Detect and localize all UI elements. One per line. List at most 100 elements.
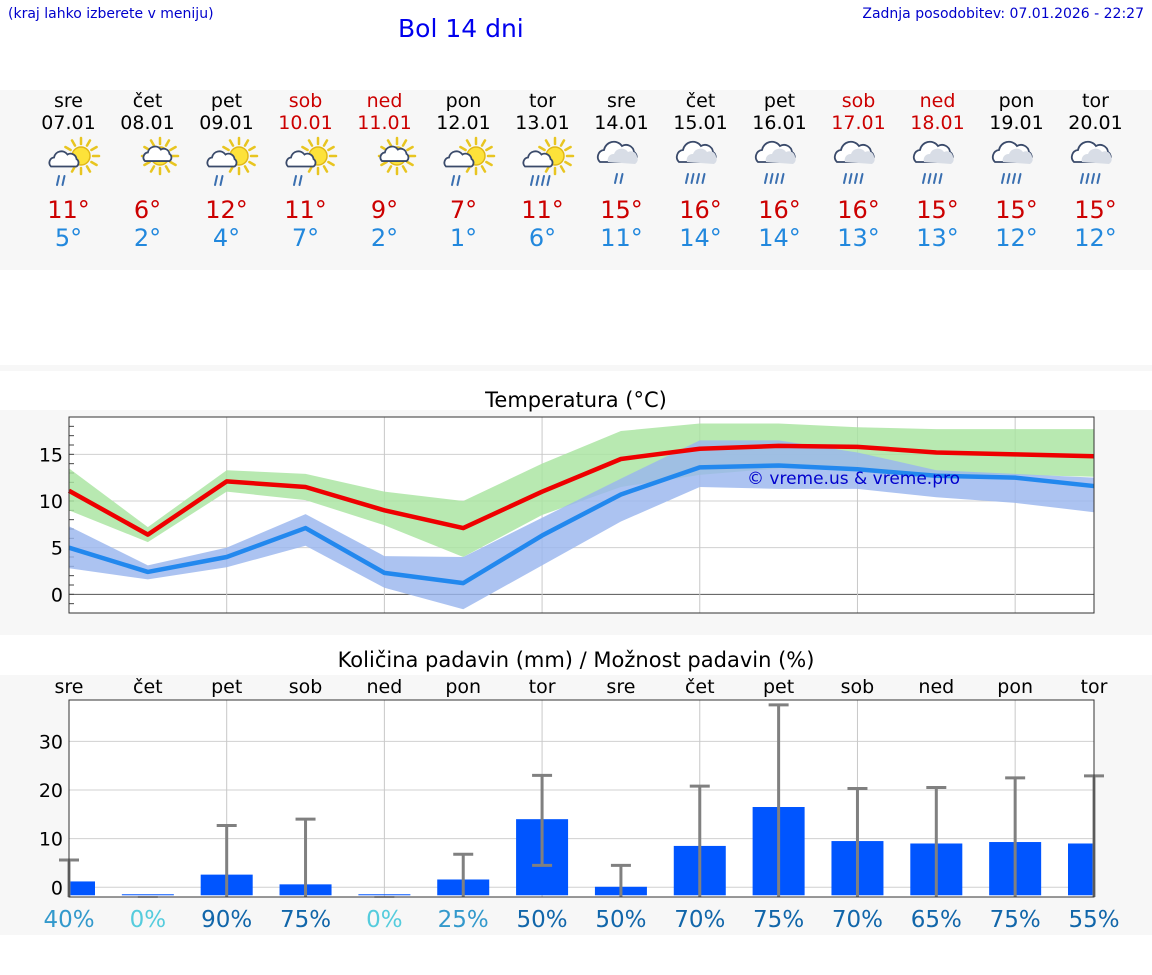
day-column: tor 20.01 15° 12°	[1056, 90, 1136, 252]
temp-max: 11°	[521, 196, 564, 224]
day-name: sob	[288, 90, 323, 112]
y-tick-label: 10	[39, 491, 63, 513]
day-date: 20.01	[1068, 112, 1123, 134]
x-tick-label: ned	[918, 676, 954, 698]
day-name: tor	[1082, 90, 1109, 112]
temperature-chart-title: Temperatura (°C)	[485, 388, 667, 412]
sun-cloud-rain-icon	[206, 136, 258, 186]
x-tick-label: pon	[445, 676, 481, 698]
day-name: sre	[54, 90, 83, 112]
precipitation-chart: sre čet pet sob ned pon tor sre čet pet sob ned pon t…	[39, 676, 1120, 933]
x-tick-label: čet	[133, 676, 163, 698]
precip-chance-label: 55%	[1068, 907, 1119, 933]
day-name: ned	[366, 90, 403, 112]
temp-max: 16°	[837, 196, 880, 224]
temp-max: 7°	[449, 196, 478, 224]
day-name: sre	[607, 90, 636, 112]
cloud-heavy-rain-icon	[675, 140, 717, 184]
temp-max: 15°	[995, 196, 1038, 224]
x-tick-label: sob	[841, 676, 875, 698]
y-tick-label: 15	[39, 444, 63, 466]
y-tick-label: 0	[51, 584, 63, 606]
temp-min: 2°	[133, 224, 162, 252]
x-tick-label: sre	[606, 676, 635, 698]
day-date: 16.01	[752, 112, 807, 134]
y-tick-label: 10	[39, 829, 63, 851]
precip-chance-label: 75%	[990, 907, 1041, 933]
page-title: Bol 14 dni	[398, 14, 524, 43]
temp-max: 15°	[916, 196, 959, 224]
sun-cloud-rain-icon	[285, 136, 337, 186]
day-column: pon 19.01 15° 12°	[977, 90, 1057, 252]
day-date: 08.01	[120, 112, 175, 134]
location-hint: (kraj lahko izberete v meniju)	[8, 6, 214, 22]
temp-min: 12°	[995, 224, 1038, 252]
temp-min: 1°	[449, 224, 478, 252]
day-date: 10.01	[278, 112, 333, 134]
min-temp-band	[69, 440, 1094, 610]
day-name: čet	[132, 90, 163, 112]
day-column: sob 10.01 11° 7°	[266, 90, 346, 252]
precip-bar	[121, 894, 174, 896]
y-tick-label: 0	[51, 877, 63, 899]
cloud-rain-icon	[596, 140, 638, 184]
day-name: pet	[210, 90, 243, 112]
cloud-heavy-rain-icon	[833, 140, 875, 184]
x-tick-label: sob	[289, 676, 323, 698]
day-name: tor	[529, 90, 556, 112]
temp-max: 16°	[758, 196, 801, 224]
temp-min: 4°	[212, 224, 241, 252]
cloud-heavy-rain-icon	[912, 140, 954, 184]
x-tick-label: tor	[529, 676, 556, 698]
y-tick-label: 20	[39, 780, 63, 802]
sun-cloud-icon	[377, 136, 416, 176]
day-column: pet 09.01 12° 4°	[187, 90, 267, 252]
temp-min: 13°	[916, 224, 959, 252]
day-column: čet 08.01 6° 2°	[108, 90, 188, 252]
day-name: sob	[841, 90, 876, 112]
day-date: 12.01	[436, 112, 491, 134]
cloud-heavy-rain-icon	[1070, 140, 1112, 184]
precip-bar	[358, 894, 411, 896]
temp-min: 12°	[1074, 224, 1117, 252]
precip-chance-label: 50%	[517, 907, 568, 933]
day-column: sre 07.01 11° 5°	[29, 90, 109, 252]
temp-max: 12°	[205, 196, 248, 224]
precip-chance-label: 75%	[280, 907, 331, 933]
precip-chance-label: 0%	[130, 907, 167, 933]
day-date: 17.01	[831, 112, 886, 134]
day-date: 18.01	[910, 112, 965, 134]
temp-min: 13°	[837, 224, 880, 252]
temp-min: 5°	[54, 224, 83, 252]
day-date: 14.01	[594, 112, 649, 134]
sun-cloud-heavy-rain-icon	[522, 136, 574, 186]
temp-min: 11°	[600, 224, 643, 252]
temp-min: 14°	[758, 224, 801, 252]
temp-max: 9°	[370, 196, 399, 224]
day-name: pon	[998, 90, 1035, 112]
day-column: čet 15.01 16° 14°	[661, 90, 741, 252]
day-column: sob 17.01 16° 13°	[819, 90, 899, 252]
x-tick-label: pon	[997, 676, 1033, 698]
day-name: pet	[763, 90, 796, 112]
day-name: ned	[919, 90, 956, 112]
temp-max: 11°	[284, 196, 327, 224]
precip-chance-label: 70%	[674, 907, 725, 933]
temp-max: 16°	[679, 196, 722, 224]
day-date: 09.01	[199, 112, 254, 134]
x-tick-label: tor	[1081, 676, 1108, 698]
y-tick-label: 30	[39, 731, 63, 753]
watermark: © vreme.us & vreme.pro	[747, 469, 960, 489]
day-date: 15.01	[673, 112, 728, 134]
precip-chance-label: 50%	[595, 907, 646, 933]
precip-chance-label: 25%	[438, 907, 489, 933]
x-tick-label: ned	[366, 676, 402, 698]
day-column: tor 13.01 11° 6°	[503, 90, 583, 252]
day-date: 13.01	[515, 112, 570, 134]
temp-max: 15°	[1074, 196, 1117, 224]
y-tick-label: 5	[51, 538, 63, 560]
precip-chance-label: 40%	[43, 907, 94, 933]
x-tick-label: pet	[211, 676, 242, 698]
precip-chance-label: 0%	[366, 907, 403, 933]
precip-chance-label: 90%	[201, 907, 252, 933]
